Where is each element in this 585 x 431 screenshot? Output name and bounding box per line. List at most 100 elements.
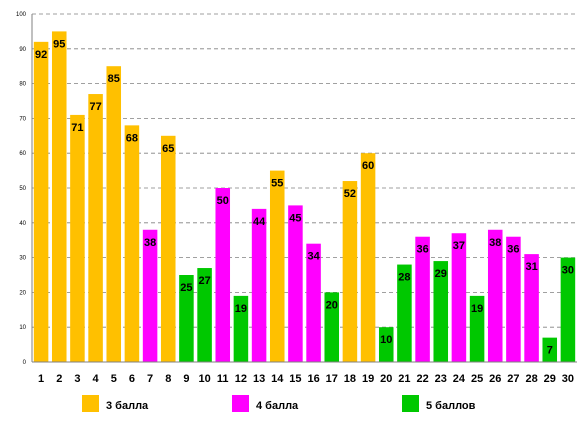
data-label: 95 <box>53 38 65 50</box>
data-label: 71 <box>71 122 83 134</box>
data-label: 92 <box>35 49 47 61</box>
data-label: 50 <box>217 195 229 207</box>
data-label: 52 <box>344 188 356 200</box>
y-tick-label: 30 <box>19 256 26 262</box>
data-label: 85 <box>108 73 120 85</box>
bar <box>179 275 194 362</box>
legend-swatch <box>232 395 249 412</box>
x-tick-label: 27 <box>507 373 519 385</box>
bar <box>360 153 376 362</box>
data-label: 77 <box>89 101 101 113</box>
data-label: 27 <box>198 275 210 287</box>
y-tick-label: 0 <box>23 360 27 366</box>
x-tick-label: 10 <box>198 373 210 385</box>
legend: 3 балла 4 балла 5 баллов <box>82 395 476 412</box>
x-tick-label: 16 <box>307 373 319 385</box>
bar <box>124 125 140 362</box>
legend-label: 3 балла <box>106 400 149 412</box>
data-label: 10 <box>380 334 392 346</box>
data-label: 68 <box>126 132 138 144</box>
x-tick-label: 24 <box>453 373 466 385</box>
bar <box>142 229 158 362</box>
x-tick-label: 14 <box>271 373 284 385</box>
bar <box>51 31 67 363</box>
x-tick-label: 13 <box>253 373 265 385</box>
x-tick-label: 1 <box>38 373 44 385</box>
x-tick-label: 4 <box>93 373 100 385</box>
bar <box>560 257 576 362</box>
data-label: 19 <box>235 303 247 315</box>
y-tick-label: 10 <box>19 325 26 331</box>
data-label: 55 <box>271 178 283 190</box>
y-tick-label: 100 <box>16 12 27 18</box>
data-label: 38 <box>144 237 156 249</box>
x-tick-label: 23 <box>435 373 447 385</box>
x-tick-label: 30 <box>562 373 574 385</box>
x-tick-label: 11 <box>217 373 229 385</box>
data-label: 65 <box>162 143 174 155</box>
x-tick-label: 29 <box>544 373 556 385</box>
y-tick-label: 40 <box>19 221 26 227</box>
bar <box>215 188 231 362</box>
x-axis-tick-labels: 1 2 3 4 5 6 7 8 9 10 11 12 13 14 15 16 17 18 19 20 21 22 23 24 2… <box>38 373 574 385</box>
bar <box>233 295 249 362</box>
x-tick-label: 28 <box>525 373 537 385</box>
y-tick-label: 90 <box>19 47 26 53</box>
bar <box>33 41 49 363</box>
data-label: 37 <box>453 240 465 252</box>
data-label: 31 <box>525 261 537 273</box>
x-tick-label: 12 <box>235 373 247 385</box>
bar <box>506 236 521 362</box>
legend-label: 4 балла <box>256 400 299 412</box>
legend-swatch <box>82 395 99 412</box>
bar <box>415 236 430 362</box>
data-label: 45 <box>289 212 301 224</box>
data-label: 38 <box>489 237 501 249</box>
bars <box>33 31 576 363</box>
data-label: 44 <box>253 216 266 228</box>
x-tick-label: 8 <box>165 373 171 385</box>
y-tick-label: 20 <box>19 290 26 296</box>
x-tick-label: 19 <box>362 373 374 385</box>
bar <box>378 327 394 362</box>
legend-swatch <box>402 395 419 412</box>
bar <box>160 135 176 362</box>
bar <box>433 261 449 362</box>
x-tick-label: 26 <box>489 373 501 385</box>
x-tick-label: 17 <box>326 373 338 385</box>
y-tick-label: 70 <box>19 116 26 122</box>
x-tick-label: 2 <box>56 373 62 385</box>
bar <box>542 337 558 362</box>
data-label: 30 <box>562 265 574 277</box>
y-tick-label: 80 <box>19 82 26 88</box>
x-tick-label: 15 <box>289 373 301 385</box>
x-tick-label: 18 <box>344 373 356 385</box>
x-tick-label: 25 <box>471 373 483 385</box>
x-tick-label: 5 <box>111 373 117 385</box>
bar <box>397 264 412 362</box>
y-tick-label: 50 <box>19 186 26 192</box>
bar <box>342 181 358 362</box>
y-axis-tick-labels: 0 10 20 30 40 50 60 70 80 90 100 <box>16 12 27 366</box>
y-tick-label: 60 <box>19 151 26 157</box>
bar <box>197 268 212 362</box>
bar <box>269 170 285 362</box>
data-label: 36 <box>416 244 428 256</box>
bar <box>469 295 485 362</box>
data-label: 36 <box>507 244 519 256</box>
x-tick-label: 20 <box>380 373 392 385</box>
data-label: 7 <box>547 345 553 357</box>
x-tick-label: 6 <box>129 373 135 385</box>
data-label: 19 <box>471 303 483 315</box>
x-tick-label: 21 <box>398 373 410 385</box>
x-tick-label: 3 <box>74 373 80 385</box>
x-tick-label: 7 <box>147 373 153 385</box>
bar <box>487 229 503 362</box>
bar <box>451 233 467 362</box>
data-label: 25 <box>180 282 192 294</box>
x-tick-label: 9 <box>183 373 189 385</box>
bar <box>324 292 340 362</box>
x-tick-label: 22 <box>416 373 428 385</box>
bar <box>88 94 103 362</box>
